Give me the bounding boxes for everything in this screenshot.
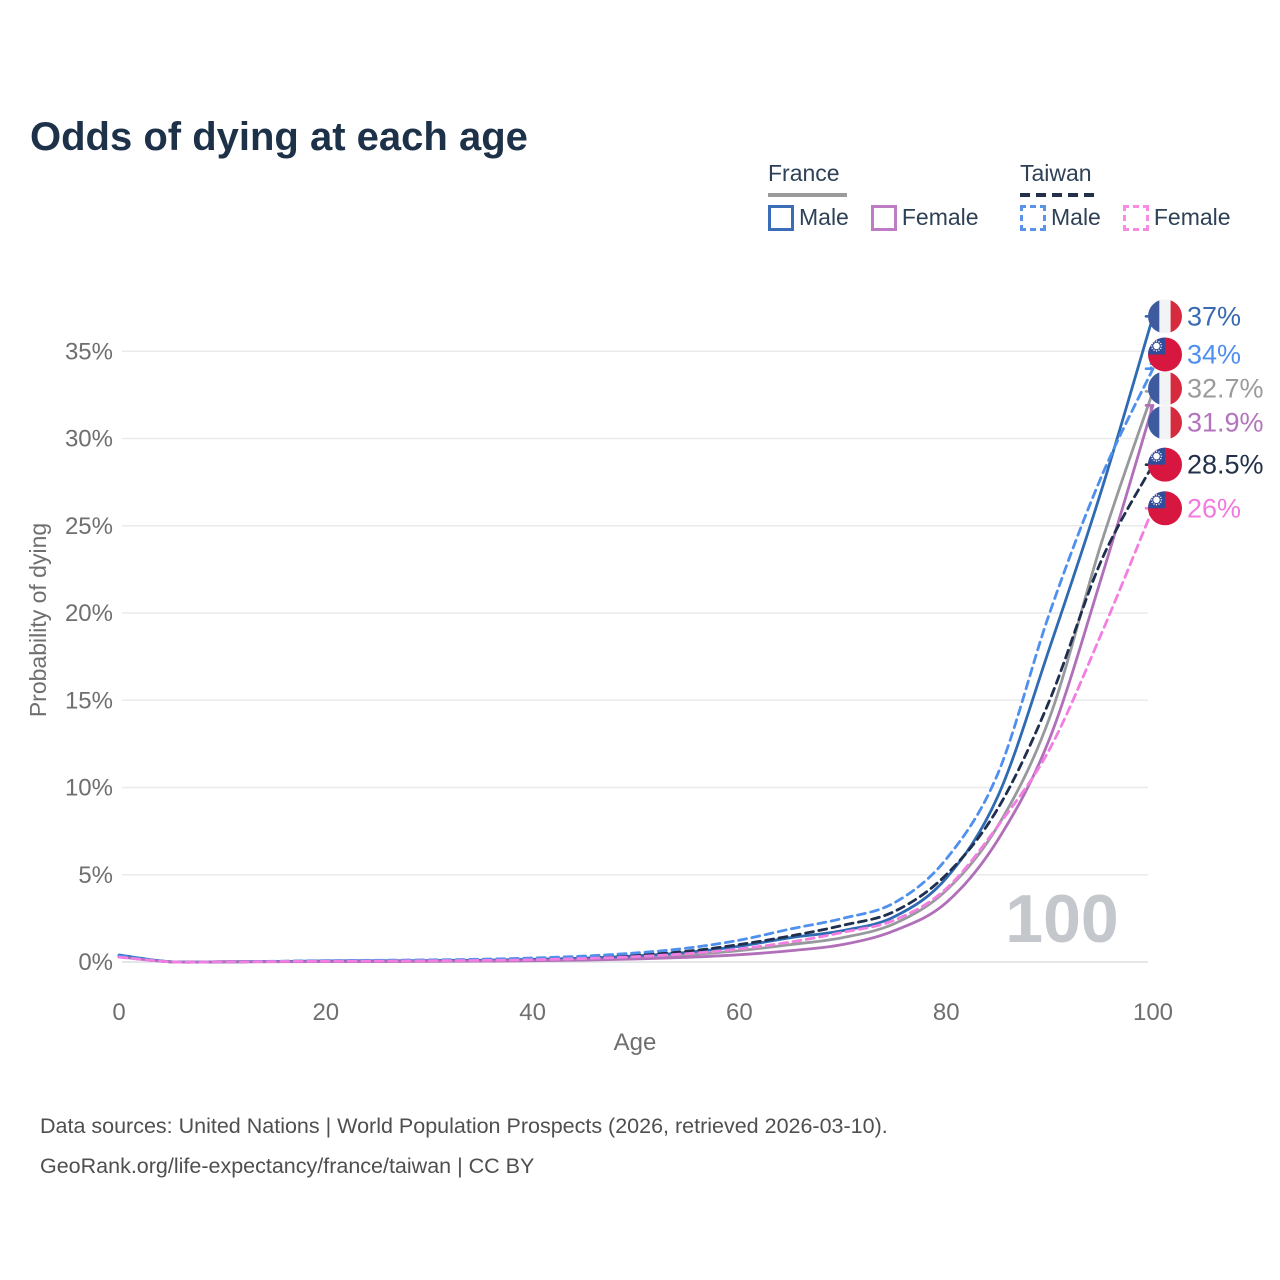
legend-line-sample-taiwan [1020,193,1099,197]
legend-group-taiwan: Taiwan Male Female [1020,160,1231,231]
y-tick-label: 20% [65,600,113,627]
series-line-france-male[interactable] [117,314,1155,964]
legend-item-taiwan-male[interactable]: Male [1020,204,1101,231]
age-watermark: 100 [1005,881,1118,957]
x-tick-label: 80 [933,999,960,1026]
source-line-1: Data sources: United Nations | World Pop… [40,1114,888,1138]
legend-country-taiwan: Taiwan [1020,160,1092,186]
legend-item-label: Male [799,204,849,230]
x-tick-label: 0 [112,999,125,1026]
end-value-label-france-female: 31.9% [1187,407,1264,437]
france-female-swatch-icon [870,204,897,231]
taiwan-flag-icon [1148,491,1182,526]
legend-item-taiwan-female[interactable]: Female [1122,204,1231,231]
series-line-france-both[interactable] [117,389,1155,964]
mortality-line-chart: 0% 5% 10% 15% 20% 25% 30% 35% 0 20 40 60 80 100 Age Pro… [25,299,1264,1056]
y-axis-title: Probability of dying [25,523,51,717]
y-tick-label: 35% [65,338,113,365]
france-flag-icon [1148,371,1182,406]
end-value-label-taiwan-male: 34% [1187,339,1241,369]
series-line-taiwan-both[interactable] [117,463,1155,964]
y-tick-label: 5% [78,862,113,889]
france-flag-icon [1148,299,1182,334]
legend-item-france-female[interactable]: Female [870,204,979,231]
y-tick-label: 0% [78,949,113,976]
legend-country-france: France [768,160,840,186]
taiwan-male-swatch-icon [1020,204,1046,231]
legend-item-france-male[interactable]: Male [768,204,849,231]
france-male-swatch-icon [768,204,794,231]
taiwan-female-swatch-icon [1122,204,1149,231]
x-axis-title: Age [614,1029,657,1056]
legend-item-label: Female [1153,204,1231,230]
x-tick-label: 40 [519,999,546,1026]
y-tick-label: 30% [65,426,113,453]
y-tick-label: 10% [65,775,113,802]
taiwan-flag-icon [1148,337,1182,372]
series-line-taiwan-male[interactable] [117,367,1155,964]
taiwan-flag-icon [1148,447,1182,482]
legend-item-label: Female [901,204,979,230]
end-value-label-taiwan-both: 28.5% [1187,450,1264,480]
source-line-2: GeoRank.org/life-expectancy/france/taiwa… [40,1154,535,1178]
series-line-france-female[interactable] [117,403,1155,964]
legend-item-label: Male [1051,204,1101,230]
x-tick-label: 100 [1133,999,1173,1026]
x-tick-label: 60 [726,999,753,1026]
y-tick-label: 25% [65,513,113,540]
france-flag-icon [1148,405,1182,440]
end-value-label-france-male: 37% [1187,301,1241,331]
page-title: Odds of dying at each age [30,114,528,159]
legend-group-france: France Male Female [768,160,979,231]
end-value-label-taiwan-female: 26% [1187,493,1241,523]
legend-line-sample-france [768,193,847,197]
source-note: Data sources: United Nations | World Pop… [40,1106,1240,1186]
series-line-taiwan-female[interactable] [117,506,1155,964]
y-tick-label: 15% [65,687,113,714]
end-value-label-france-both: 32.7% [1187,373,1264,403]
x-tick-label: 20 [312,999,339,1026]
